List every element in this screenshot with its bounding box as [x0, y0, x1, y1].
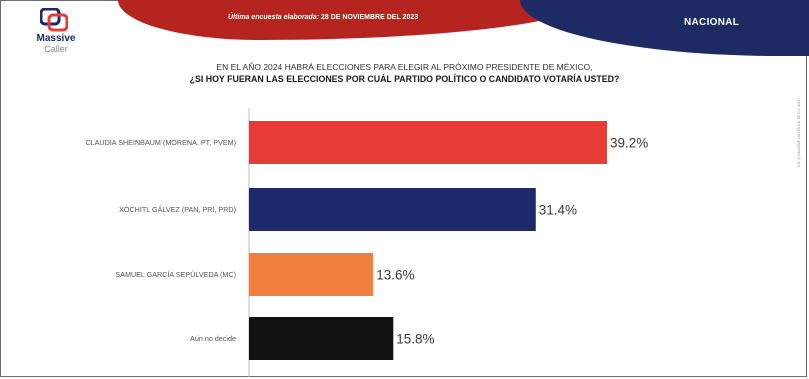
survey-date: Última encuesta elaborada: 28 DE NOVIEMB… — [228, 14, 418, 21]
value-label-1: 31.4% — [539, 203, 577, 218]
bar-3 — [249, 317, 394, 360]
side-note: D.R. (C) MASSIVE CALLER S.A. DE C.V. 202… — [797, 100, 805, 330]
category-label-1: XÓCHITL GÁLVEZ (PAN, PRI, PRD) — [119, 205, 236, 214]
logo-text-1: Massive — [36, 33, 76, 44]
survey-date-label: Última encuesta elaborada: — [228, 14, 320, 21]
survey-date-value: 28 DE NOVIEMBRE DEL 2023 — [320, 14, 419, 21]
logo: Massive Caller — [24, 8, 94, 60]
value-label-0: 39.2% — [610, 136, 648, 151]
value-label-3: 15.8% — [396, 332, 434, 347]
bar-2 — [249, 253, 374, 296]
scope-label: NACIONAL — [684, 17, 740, 28]
category-label-2: SAMUEL GARCÍA SEPÚLVEDA (MC) — [115, 270, 236, 279]
category-label-0: CLAUDIA SHEINBAUM (MORENA, PT, PVEM) — [85, 138, 236, 147]
side-note-text: D.R. (C) MASSIVE CALLER S.A. DE C.V. 202… — [797, 100, 801, 168]
question-line-1: EN EL AÑO 2024 HABRÁ ELECCIONES PARA ELE… — [216, 62, 593, 72]
bar-1 — [249, 188, 536, 231]
logo-text-2: Caller — [44, 44, 68, 54]
logo-icon — [40, 8, 68, 32]
value-label-2: 13.6% — [376, 268, 414, 283]
category-label-3: Aún no decide — [190, 334, 236, 343]
question-line-2: ¿SI HOY FUERAN LAS ELECCIONES POR CUÁL P… — [189, 74, 620, 84]
bar-0 — [249, 121, 607, 164]
